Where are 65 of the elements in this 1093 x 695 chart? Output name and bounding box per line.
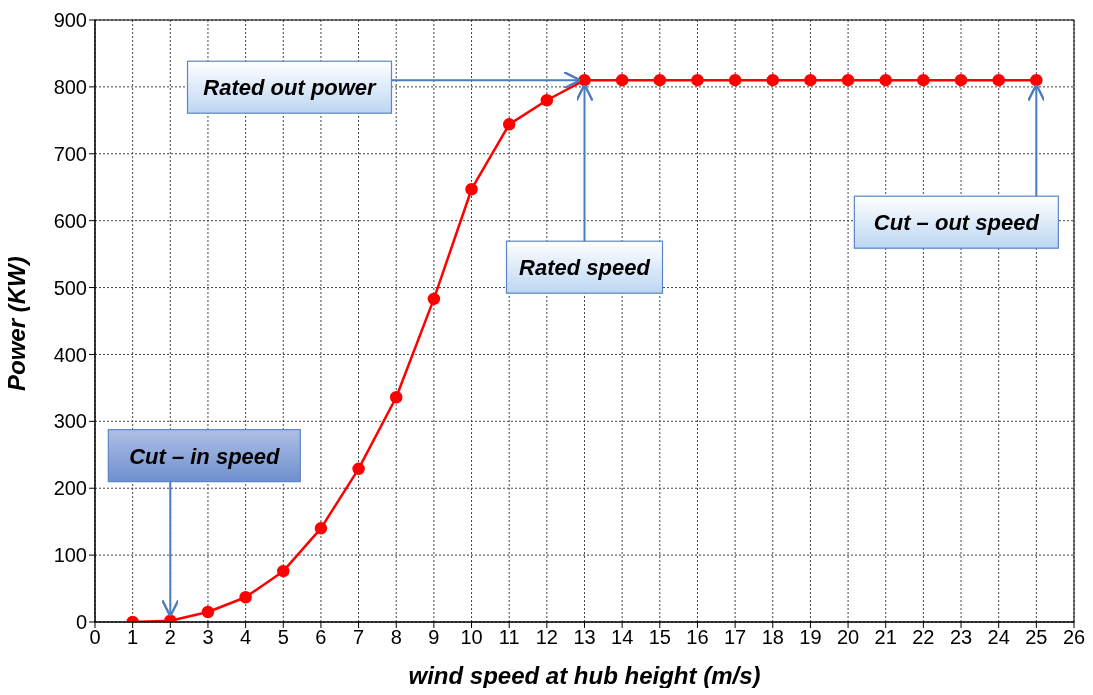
y-tick-label: 100 (53, 544, 87, 567)
point (691, 73, 704, 87)
point (917, 73, 930, 87)
point (804, 73, 817, 87)
x-tick-label: 4 (240, 626, 252, 649)
x-tick-label: 23 (949, 626, 973, 649)
x-tick-label: 2 (164, 626, 176, 649)
x-tick-label: 20 (836, 626, 860, 649)
point (728, 73, 742, 87)
y-tick-label: 600 (53, 209, 87, 232)
x-tick-label: 11 (498, 626, 520, 649)
point (427, 292, 441, 306)
point (277, 564, 290, 578)
x-tick-label: 24 (987, 626, 1010, 649)
x-tick-label: 13 (573, 626, 596, 649)
point (540, 94, 554, 107)
x-tick-label: 21 (874, 626, 897, 649)
y-tick-label: 200 (53, 477, 87, 500)
y-axis-title: Power (KW) (2, 256, 30, 391)
point (615, 73, 629, 87)
annotation: Rated speed (519, 255, 651, 281)
x-tick-label: 18 (761, 626, 784, 649)
x-tick-label: 14 (611, 626, 634, 649)
x-tick-label: 22 (912, 626, 935, 649)
x-tick-label: 5 (277, 626, 289, 649)
y-tick-label: 800 (53, 75, 87, 98)
y-tick-label: 500 (53, 276, 87, 299)
point (992, 73, 1005, 87)
point (1030, 73, 1043, 87)
point (578, 73, 591, 87)
x-tick-label: 0 (89, 626, 101, 649)
point (502, 118, 516, 131)
annotation: Cut – in speed (129, 443, 281, 469)
point (954, 73, 968, 87)
x-tick-label: 3 (202, 626, 214, 649)
point (239, 591, 252, 604)
x-tick-label: 17 (723, 626, 747, 649)
point (389, 391, 403, 404)
y-tick-label: 700 (53, 142, 87, 165)
x-tick-label: 16 (686, 626, 709, 649)
x-tick-label: 26 (1062, 626, 1086, 649)
point (653, 73, 667, 87)
y-tick-label: 400 (53, 343, 87, 366)
x-tick-label: 9 (428, 626, 440, 649)
annotation: Rated out power (203, 75, 378, 101)
x-tick-label: 19 (799, 626, 822, 649)
point (841, 73, 855, 87)
x-tick-label: 8 (390, 626, 402, 649)
x-tick-label: 1 (127, 626, 139, 649)
x-tick-label: 6 (315, 626, 327, 649)
x-tick-label: 25 (1025, 626, 1048, 649)
point (465, 182, 478, 196)
point (314, 522, 328, 535)
point (879, 73, 892, 87)
x-tick-label: 7 (353, 626, 365, 649)
y-tick-label: 300 (53, 410, 87, 433)
annotation: Cut – out speed (873, 210, 1040, 236)
point (766, 73, 780, 87)
x-tick-label: 10 (460, 626, 483, 649)
x-tick-label: 15 (648, 626, 671, 649)
y-tick-label: 900 (53, 9, 87, 32)
x-tick-label: 12 (535, 626, 558, 649)
y-tick-label: 0 (75, 611, 87, 634)
point (201, 605, 215, 619)
point (352, 462, 365, 476)
